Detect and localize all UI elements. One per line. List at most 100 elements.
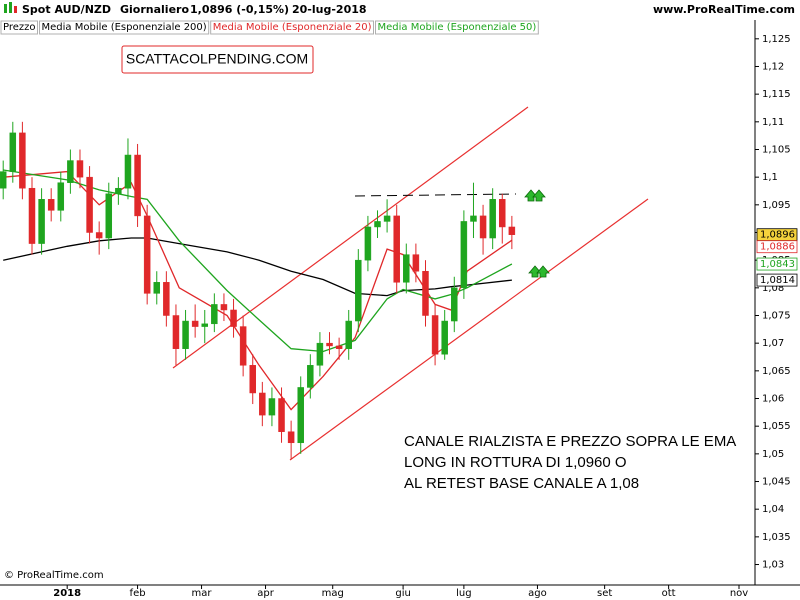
candle-body (287, 431, 295, 444)
y-tick-label: 1,04 (762, 504, 784, 515)
y-tick-label: 1,1 (762, 172, 778, 183)
site: www.ProRealTime.com (653, 3, 795, 16)
y-tick-label: 1,035 (762, 532, 791, 543)
copyright: © ProRealTime.com (4, 570, 104, 581)
legend: Prezzo Media Mobile (Esponenziale 200) Med… (0, 20, 539, 35)
last-value-box (756, 240, 798, 254)
last-value-label: 1,0896 (760, 230, 795, 241)
legend-label: Media Mobile (Esponenziale 50) (378, 22, 537, 33)
y-tick-label: 1,045 (762, 477, 791, 488)
last-value-label: 1,0814 (760, 275, 795, 286)
arrow (536, 265, 550, 278)
candle-body (451, 287, 458, 322)
watermark-box (121, 45, 314, 74)
candle-body (374, 221, 381, 228)
legend-box (0, 20, 39, 35)
last-value-label: 1,0843 (760, 259, 795, 270)
candle-body (220, 304, 228, 311)
candle-body (460, 221, 468, 289)
candle-body (326, 342, 333, 347)
candle-body (201, 323, 208, 327)
x-tick-label: feb (130, 588, 146, 599)
y-tick-label: 1,07 (762, 338, 784, 349)
instrument: Spot AUD/NZD (22, 3, 111, 16)
candle-body (124, 154, 132, 189)
candle-body (163, 282, 170, 316)
legend-label: Prezzo (3, 22, 36, 33)
candle-body (499, 199, 506, 228)
period: Giornaliero (120, 3, 189, 16)
y-tick-label: 1,06 (762, 394, 784, 405)
logo-bar (9, 2, 12, 13)
arrow-up (528, 265, 550, 278)
candle-body (297, 387, 304, 444)
last-value-box (756, 257, 798, 271)
y-tick-label: 1,12 (762, 61, 784, 72)
candle-body (316, 342, 324, 366)
candle-body (470, 215, 477, 222)
candle-body (364, 226, 372, 261)
legend-box (375, 20, 539, 35)
arrow-up (524, 189, 546, 202)
candle-body (182, 320, 189, 349)
candle-body (211, 304, 218, 325)
candle-body (115, 187, 122, 195)
candle-body (191, 320, 199, 327)
y-tick-label: 1,095 (762, 200, 791, 211)
candle-body (307, 365, 314, 388)
y-tick-label: 1,065 (762, 366, 791, 377)
candle-body (345, 320, 352, 349)
x-tick-label: ott (662, 588, 676, 599)
logo-bar (14, 6, 17, 13)
candle-body (422, 270, 429, 316)
x-tick-label: nov (730, 588, 748, 599)
y-tick-label: 1,08 (762, 283, 784, 294)
y-tick-label: 1,105 (762, 144, 791, 155)
candle-body (86, 176, 93, 233)
x-tick-label: 2018 (53, 588, 81, 599)
arrow (528, 265, 542, 278)
candle-body (393, 215, 400, 283)
candle-body (230, 309, 237, 327)
last-value-label: 1,0886 (760, 242, 795, 253)
candle-body (479, 215, 487, 239)
resistance-line (354, 193, 517, 197)
x-tick-label: giu (395, 588, 410, 599)
candle-body (239, 326, 247, 366)
candle-body (489, 199, 496, 239)
candle-body (278, 398, 285, 432)
y-tick-label: 1,11 (762, 117, 784, 128)
candle-body (67, 160, 74, 183)
x-tick-label: set (597, 588, 612, 599)
annotation: CANALE RIALZISTA E PREZZO SOPRA LE EMA (404, 433, 736, 450)
y-tick-label: 1,03 (762, 560, 784, 571)
legend-box (39, 20, 210, 35)
date: 20-lug-2018 (292, 3, 367, 16)
y-tick-label: 1,05 (762, 449, 784, 460)
candle-body (143, 215, 151, 294)
y-tick-label: 1,125 (762, 34, 791, 45)
candle-body (95, 232, 103, 239)
candle-body (76, 160, 84, 178)
candle-body (441, 320, 448, 355)
candle-body (249, 365, 256, 394)
candle-body (57, 182, 65, 211)
annotation: AL RETEST BASE CANALE A 1,08 (404, 475, 639, 492)
x-tick-label: mag (322, 588, 344, 599)
y-tick-label: 1,115 (762, 89, 791, 100)
candle-body (153, 282, 161, 294)
candle-body (19, 132, 26, 189)
arrow (532, 189, 546, 202)
candle-body (335, 345, 343, 349)
arrow (524, 189, 538, 202)
candle-body (105, 193, 113, 239)
candle-body (28, 187, 36, 244)
last-value-box (756, 273, 798, 287)
x-tick-label: mar (192, 588, 213, 599)
logo-bar (4, 4, 7, 13)
legend-box (210, 20, 374, 35)
ema-line (3, 169, 513, 353)
